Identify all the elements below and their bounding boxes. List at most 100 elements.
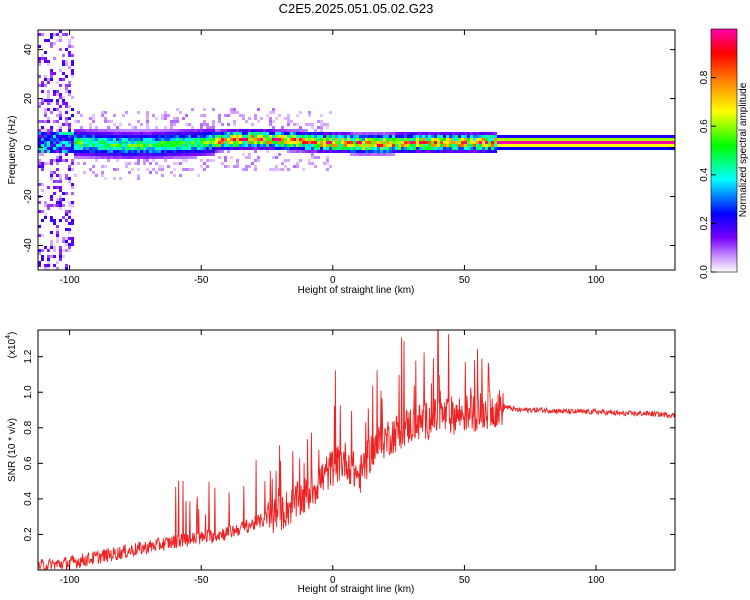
heatmap-cell xyxy=(47,63,50,66)
heatmap-cell xyxy=(401,135,404,138)
heatmap-cell xyxy=(278,147,281,150)
heatmap-cell xyxy=(176,138,179,141)
heatmap-cell xyxy=(53,159,56,162)
heatmap-cell xyxy=(119,123,122,126)
heatmap-cell xyxy=(65,90,68,93)
heatmap-cell xyxy=(308,159,311,162)
heatmap-cell xyxy=(560,147,563,150)
heatmap-cell xyxy=(581,147,584,150)
heatmap-cell xyxy=(539,135,542,138)
heatmap-cell xyxy=(305,132,308,135)
heatmap-cell xyxy=(59,219,62,222)
heatmap-cell xyxy=(170,126,173,129)
heatmap-cell xyxy=(173,129,176,132)
heatmap-cell xyxy=(515,141,518,144)
heatmap-cell xyxy=(116,141,119,144)
heatmap-cell xyxy=(125,132,128,135)
heatmap-cell xyxy=(233,108,236,111)
heatmap-cell xyxy=(170,132,173,135)
heatmap-cell xyxy=(374,153,377,156)
heatmap-cell xyxy=(53,132,56,135)
heatmap-cell xyxy=(269,129,272,132)
heatmap-cell xyxy=(362,138,365,141)
heatmap-cell xyxy=(92,150,95,153)
heatmap-cell xyxy=(179,150,182,153)
heatmap-cell xyxy=(509,135,512,138)
heatmap-cell xyxy=(44,129,47,132)
heatmap-cell xyxy=(53,249,56,252)
heatmap-cell xyxy=(662,141,665,144)
heatmap-cell xyxy=(332,150,335,153)
heatmap-cell xyxy=(143,141,146,144)
heatmap-cell xyxy=(56,231,59,234)
heatmap-cell xyxy=(347,135,350,138)
heatmap-cell xyxy=(164,147,167,150)
heatmap-cell xyxy=(131,168,134,171)
heatmap-cell xyxy=(182,147,185,150)
heatmap-cell xyxy=(284,147,287,150)
heatmap-cell xyxy=(446,138,449,141)
heatmap-cell xyxy=(56,198,59,201)
heatmap-cell xyxy=(68,54,71,57)
heatmap-cell xyxy=(377,138,380,141)
heatmap-cell xyxy=(146,138,149,141)
heatmap-cell xyxy=(59,252,62,255)
heatmap-cell xyxy=(278,144,281,147)
heatmap-cell xyxy=(41,150,44,153)
heatmap-cell xyxy=(461,132,464,135)
heatmap-cell xyxy=(212,126,215,129)
heatmap-cell xyxy=(176,108,179,111)
heatmap-cell xyxy=(68,177,71,180)
heatmap-cell xyxy=(146,114,149,117)
heatmap-cell xyxy=(170,147,173,150)
heatmap-cell xyxy=(287,150,290,153)
heatmap-cell xyxy=(494,150,497,153)
heatmap-cell xyxy=(524,138,527,141)
heatmap-cell xyxy=(170,138,173,141)
heatmap-cell xyxy=(194,144,197,147)
top-y-tick-label-1: -20 xyxy=(23,189,34,204)
heatmap-cell xyxy=(155,144,158,147)
heatmap-cell xyxy=(356,135,359,138)
heatmap-cell xyxy=(299,159,302,162)
heatmap-cell xyxy=(68,135,71,138)
heatmap-cell xyxy=(419,150,422,153)
heatmap-cell xyxy=(302,135,305,138)
heatmap-cell xyxy=(68,210,71,213)
heatmap-cell xyxy=(350,147,353,150)
heatmap-cell xyxy=(362,132,365,135)
heatmap-cell xyxy=(89,147,92,150)
heatmap-cell xyxy=(575,138,578,141)
heatmap-cell xyxy=(116,129,119,132)
heatmap-cell xyxy=(41,102,44,105)
heatmap-cell xyxy=(182,117,185,120)
heatmap-cell xyxy=(317,138,320,141)
heatmap-cell xyxy=(38,75,41,78)
heatmap-cell xyxy=(626,144,629,147)
heatmap-cell xyxy=(329,144,332,147)
heatmap-cell xyxy=(518,144,521,147)
heatmap-cell xyxy=(401,138,404,141)
heatmap-cell xyxy=(254,117,257,120)
heatmap-cell xyxy=(209,135,212,138)
heatmap-cell xyxy=(77,132,80,135)
heatmap-cell xyxy=(233,147,236,150)
heatmap-cell xyxy=(221,123,224,126)
heatmap-cell xyxy=(110,135,113,138)
heatmap-cell xyxy=(200,129,203,132)
heatmap-cell xyxy=(104,147,107,150)
heatmap-cell xyxy=(653,138,656,141)
heatmap-cell xyxy=(80,132,83,135)
heatmap-cell xyxy=(338,150,341,153)
heatmap-cell xyxy=(179,129,182,132)
heatmap-cell xyxy=(464,147,467,150)
heatmap-cell xyxy=(209,141,212,144)
heatmap-cell xyxy=(38,153,41,156)
heatmap-cell xyxy=(128,129,131,132)
heatmap-cell xyxy=(344,132,347,135)
heatmap-cell xyxy=(650,144,653,147)
heatmap-cell xyxy=(116,156,119,159)
heatmap-cell xyxy=(512,147,515,150)
heatmap-cell xyxy=(47,264,50,267)
heatmap-cell xyxy=(128,135,131,138)
